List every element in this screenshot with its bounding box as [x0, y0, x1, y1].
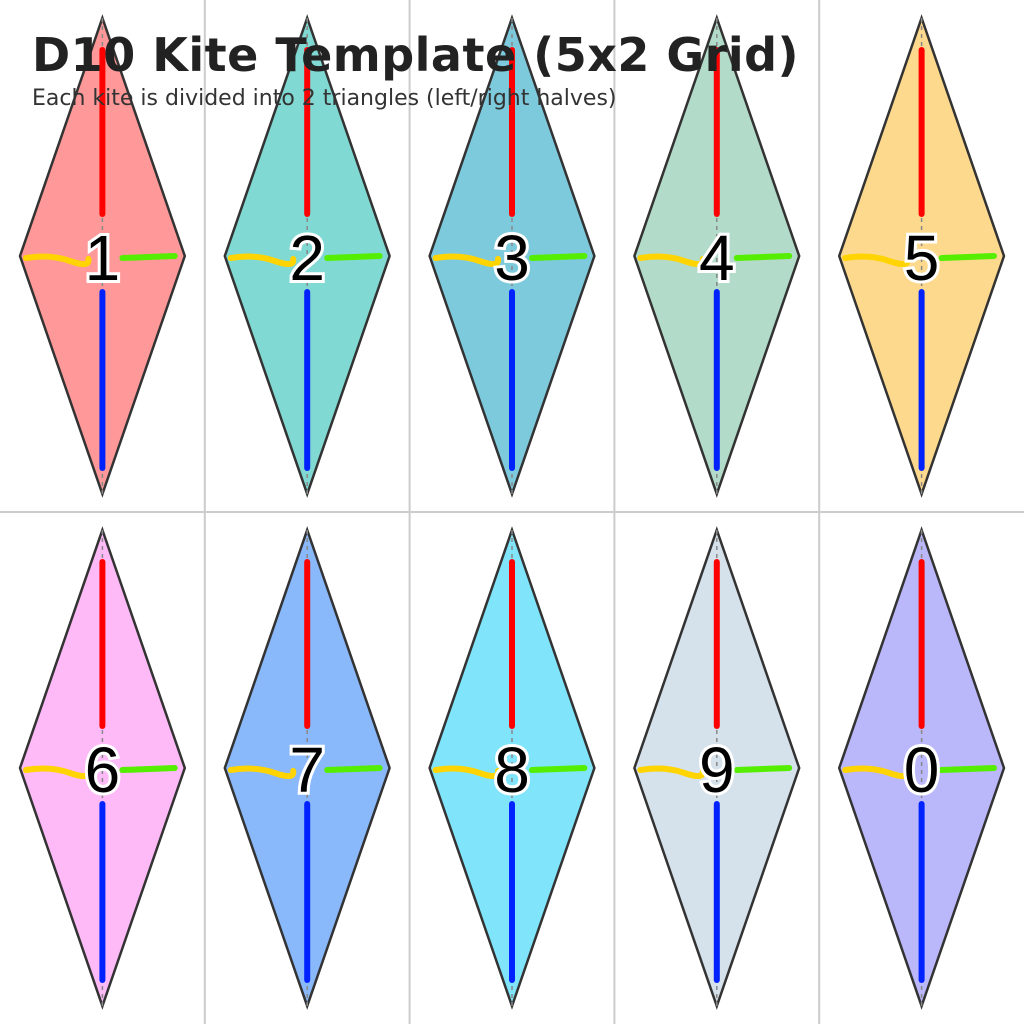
kite-0: 0 — [837, 526, 1006, 1010]
left-corner-marker — [23, 253, 92, 267]
right-corner-marker — [119, 765, 178, 773]
right-corner-marker — [938, 765, 997, 773]
kite-6: 6 — [18, 526, 187, 1010]
kite-group: 1 2 3 4 5 6 7 8 9 0 — [18, 14, 1006, 1010]
kite-number-label: 5 — [904, 222, 940, 294]
kite-7: 7 — [223, 526, 391, 1010]
right-corner-marker — [529, 253, 588, 261]
left-corner-marker — [637, 253, 706, 267]
kite-number-label: 4 — [699, 222, 735, 294]
page-subtitle: Each kite is divided into 2 triangles (l… — [32, 86, 617, 111]
kite-number-label: 6 — [85, 734, 121, 806]
kite-1: 1 — [18, 14, 187, 498]
left-corner-marker — [637, 765, 706, 779]
kite-number-label: 7 — [289, 734, 325, 806]
right-corner-marker — [938, 253, 997, 261]
right-corner-marker — [733, 253, 793, 261]
kite-number-label: 2 — [289, 222, 325, 294]
kite-number-label: 3 — [494, 222, 530, 294]
left-corner-marker — [842, 253, 911, 267]
left-corner-marker — [432, 765, 502, 779]
kite-5: 5 — [837, 14, 1006, 498]
right-corner-marker — [733, 765, 793, 773]
kite-9: 9 — [633, 526, 801, 1010]
left-corner-marker — [23, 765, 92, 779]
left-corner-marker — [432, 253, 502, 267]
page-title: D10 Kite Template (5x2 Grid) — [32, 28, 800, 82]
kite-3: 3 — [428, 14, 596, 498]
left-corner-marker — [227, 253, 297, 267]
left-corner-marker — [842, 765, 911, 779]
kite-4: 4 — [633, 14, 801, 498]
left-corner-marker — [227, 765, 297, 779]
kite-number-label: 9 — [699, 734, 735, 806]
kite-number-label: 8 — [494, 734, 530, 806]
right-corner-marker — [324, 253, 383, 261]
kite-8: 8 — [428, 526, 596, 1010]
right-corner-marker — [119, 253, 178, 261]
kite-number-label: 0 — [904, 734, 940, 806]
kite-2: 2 — [223, 14, 391, 498]
right-corner-marker — [529, 765, 588, 773]
right-corner-marker — [324, 765, 383, 773]
kite-number-label: 1 — [85, 222, 121, 294]
